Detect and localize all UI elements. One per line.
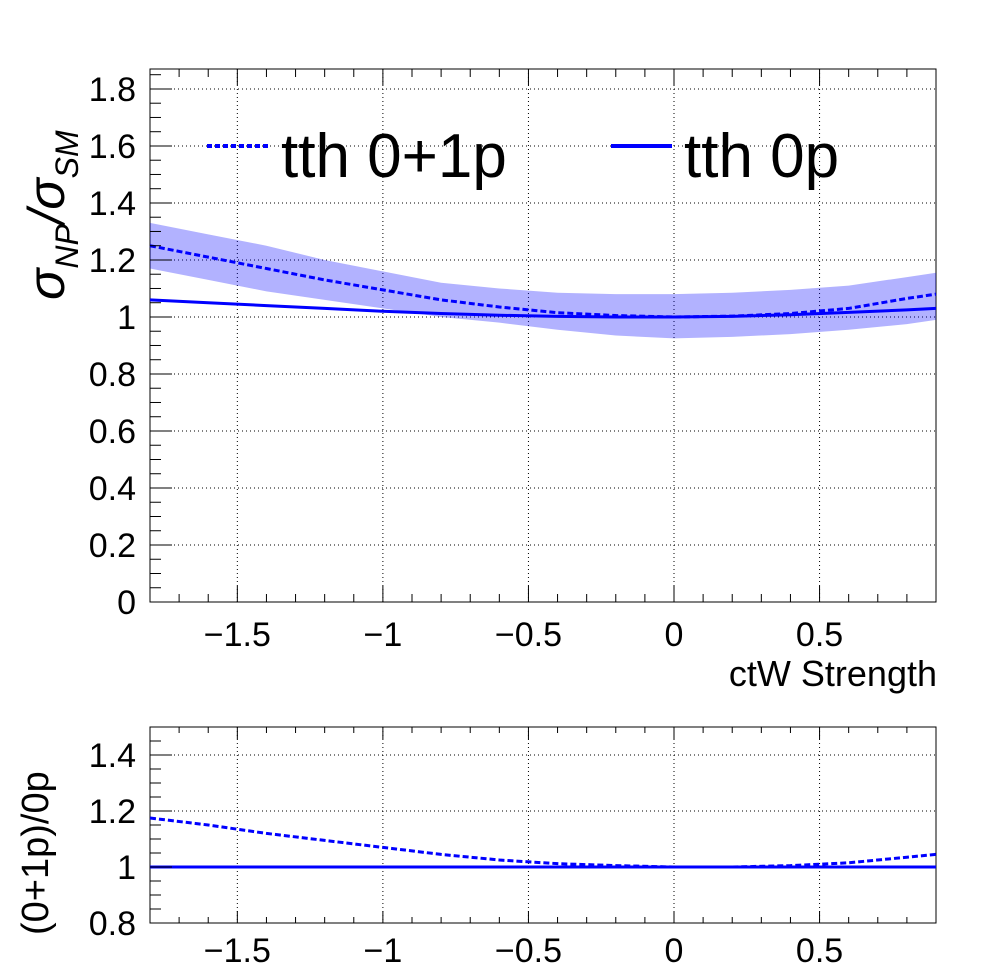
chart0-y-tick-label-1-2: 1.2: [89, 242, 136, 280]
ratio-plot-frame: [149, 726, 937, 924]
chart1-x-tick-label-0: 0: [665, 932, 684, 970]
chart0-x-tick-label-0-5: 0.5: [796, 616, 843, 654]
chart0-x-tick-label-1: −1: [364, 616, 403, 654]
ratio-y-tick-labels: 0.8 1 1.2 1.4: [89, 737, 136, 943]
main-series-lines: [149, 244, 937, 319]
chart0-y-tick-label-1-6: 1.6: [89, 128, 136, 166]
y-axis-title-sub-sm: SM: [49, 130, 85, 178]
ratio-x-tick-labels: −1.5 −1 −0.5 0 0.5: [204, 932, 843, 970]
chart0-y-tick-label-1: 1: [117, 299, 136, 337]
chart0-y-tick-label-0-2: 0.2: [89, 527, 136, 565]
legend: tth 0+1p tth 0p: [207, 122, 839, 191]
ratio-grid: [150, 727, 936, 923]
chart0-series-0-line: [149, 244, 937, 319]
x-axis-title: ctW Strength: [729, 653, 937, 694]
chart0-y-tick-label-0-4: 0.4: [89, 470, 136, 508]
chart1-y-tick-label-0-8: 0.8: [89, 905, 136, 943]
ratio-y-axis-title: (0+1p)/0p: [15, 771, 57, 935]
chart1-y-tick-label-1-4: 1.4: [89, 737, 136, 775]
main-plot-frame: [149, 68, 937, 603]
chart0-x-tick-label-1-5: −1.5: [204, 616, 271, 654]
ratio-panel: −1.5 −1 −0.5 0 0.5 0.8 1 1.2 1.4 (0+1p)/0p: [15, 726, 937, 970]
y-axis-title: σNP/σSM: [18, 130, 85, 300]
main-x-tick-labels: −1.5 −1 −0.5 0 0.5: [204, 616, 843, 654]
y-axis-title-sub-np: NP: [49, 224, 85, 269]
y-axis-title-slash-sigma: /σ: [18, 177, 76, 227]
chart1-y-tick-label-1: 1: [117, 849, 136, 887]
chart1-x-tick-label-0-5: 0.5: [796, 932, 843, 970]
chart0-x-tick-label-0-5: −0.5: [495, 616, 562, 654]
chart1-y-tick-label-1-2: 1.2: [89, 793, 136, 831]
chart0-series-0-band: [150, 222, 936, 339]
ratio-series-lines: [149, 816, 937, 869]
chart1-series-0-line: [149, 816, 937, 869]
ratio-axis-ticks: [149, 726, 937, 924]
legend-label-tth-0-1p: tth 0+1p: [281, 122, 507, 191]
main-y-tick-labels: 0 0.2 0.4 0.6 0.8 1 1.2 1.4 1.6 1.8: [89, 71, 136, 622]
uncertainty-band: [150, 222, 936, 339]
main-axis-ticks: [149, 69, 937, 603]
legend-label-tth-0p: tth 0p: [684, 122, 839, 191]
chart0-x-tick-label-0: 0: [665, 616, 684, 654]
main-ratio-panel: −1.5 −1 −0.5 0 0.5 0 0.2 0.4 0.6 0.8 1 1.2 1.4 1.6 1.…: [18, 68, 937, 694]
chart0-y-tick-label-1-8: 1.8: [89, 71, 136, 109]
chart1-x-tick-label-0-5: −0.5: [495, 932, 562, 970]
chart0-y-tick-label-0-8: 0.8: [89, 356, 136, 394]
chart1-x-tick-label-1: −1: [364, 932, 403, 970]
chart1-x-tick-label-1-5: −1.5: [204, 932, 271, 970]
y-axis-title-sigma: σ: [18, 267, 76, 300]
chart0-y-tick-label-0: 0: [117, 584, 136, 622]
chart0-y-tick-label-0-6: 0.6: [89, 413, 136, 451]
chart0-series-1-line: [149, 298, 937, 319]
chart0-y-tick-label-1-4: 1.4: [89, 185, 136, 223]
